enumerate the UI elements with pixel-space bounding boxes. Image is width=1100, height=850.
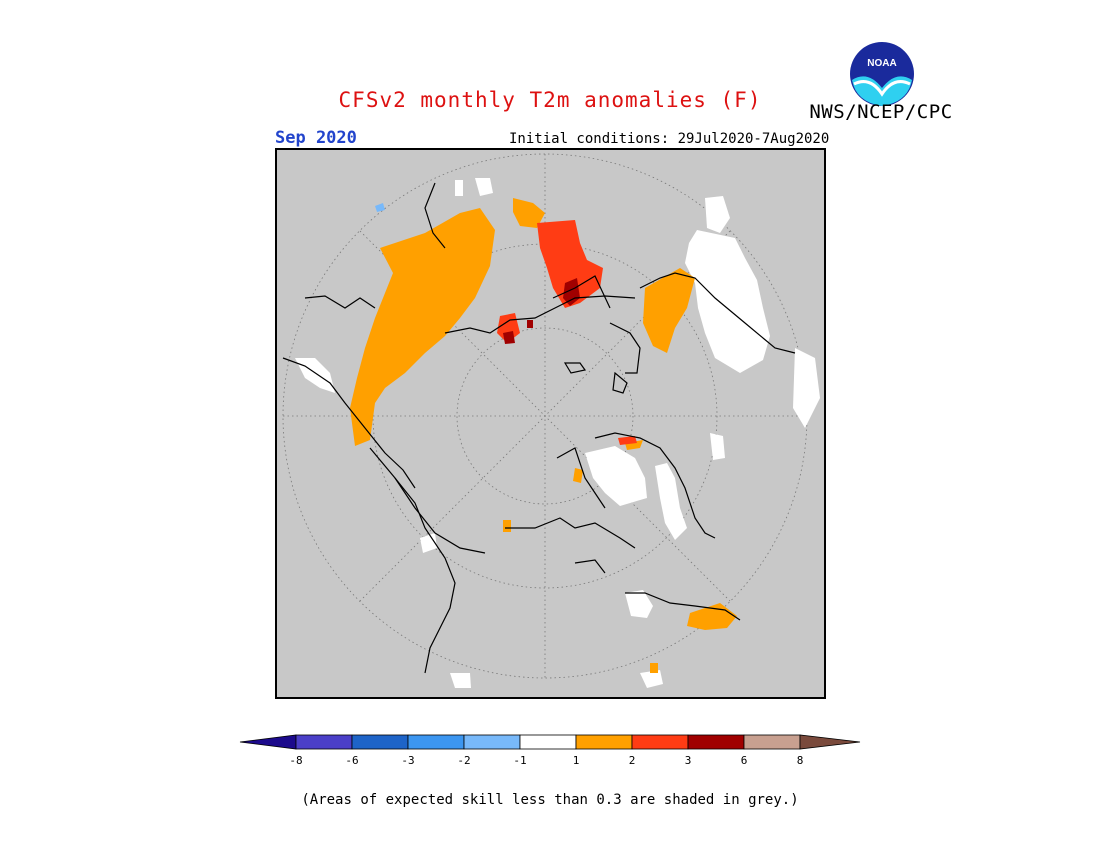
colorbar-swatch — [351, 734, 409, 750]
colorbar-swatch — [519, 734, 577, 750]
colorbar-tick-label: 1 — [573, 754, 580, 767]
anomaly-neutral-areas — [295, 178, 820, 688]
anomaly-cool-areas — [375, 203, 385, 212]
colorbar-swatch — [295, 734, 353, 750]
colorbar-swatch — [631, 734, 689, 750]
initial-conditions: Initial conditions: 29Jul2020-7Aug2020 — [509, 131, 830, 147]
colorbar-arrow-low — [239, 734, 297, 750]
anomaly-warm-areas — [350, 198, 737, 673]
colorbar-tick-label: -8 — [289, 754, 302, 767]
colorbar-tick-label: 3 — [685, 754, 692, 767]
colorbar-tick-label: -2 — [457, 754, 470, 767]
colorbar-tick-label: 2 — [629, 754, 636, 767]
colorbar-tick-label: -1 — [513, 754, 526, 767]
colorbar-swatch — [407, 734, 465, 750]
polar-map — [275, 148, 826, 699]
map-title: CFSv2 monthly T2m anomalies (F) — [338, 88, 762, 112]
colorbar-swatch — [687, 734, 745, 750]
coastlines — [282, 182, 796, 674]
colorbar-tick-label: 6 — [741, 754, 748, 767]
noaa-logo: NOAA — [850, 42, 914, 106]
svg-text:NOAA: NOAA — [867, 58, 896, 69]
colorbar-arrow-high — [799, 734, 861, 750]
agency-label: NWS/NCEP/CPC — [809, 101, 953, 123]
anomaly-very-hot-areas — [503, 278, 580, 344]
colorbar-swatch — [463, 734, 521, 750]
forecast-month: Sep 2020 — [275, 128, 357, 148]
colorbar-tick-label: 8 — [797, 754, 804, 767]
colorbar-swatch — [743, 734, 801, 750]
colorbar: -8 -6 -3 -2 -1 1 2 3 6 8 — [239, 734, 861, 767]
colorbar-tick-label: -3 — [401, 754, 414, 767]
colorbar-swatch — [575, 734, 633, 750]
anomaly-hot-areas — [497, 220, 637, 445]
colorbar-tick-label: -6 — [345, 754, 358, 767]
skill-footnote: (Areas of expected skill less than 0.3 a… — [301, 792, 799, 808]
